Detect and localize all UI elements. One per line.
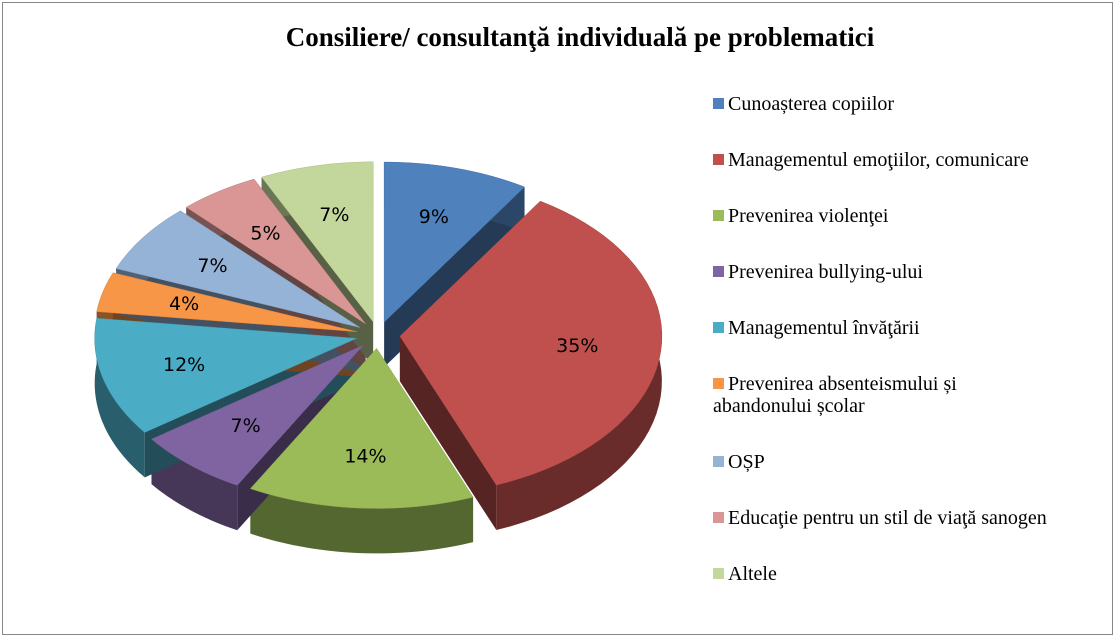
legend-swatch bbox=[713, 266, 724, 277]
legend-swatch bbox=[713, 512, 724, 523]
slice bbox=[399, 200, 663, 486]
legend-item: Educaţie pentru un stil de viaţă sanogen bbox=[713, 507, 1058, 529]
data-label: 7% bbox=[319, 204, 349, 226]
legend-item: Managementul emoţiilor, comunicare bbox=[713, 149, 1058, 171]
legend-swatch bbox=[713, 322, 724, 333]
legend-label: Educaţie pentru un stil de viaţă sanogen bbox=[728, 507, 1047, 529]
data-label: 35% bbox=[556, 335, 598, 357]
slice bbox=[249, 347, 474, 509]
legend-label: Managementul emoţiilor, comunicare bbox=[728, 149, 1029, 171]
data-label: 14% bbox=[344, 445, 386, 467]
legend-swatch bbox=[713, 210, 724, 221]
legend-item: Prevenirea absenteismului și abandonului… bbox=[713, 373, 1058, 417]
data-labels: 9% 35% 14% 7% 12% 4% 7% 5% 7% bbox=[163, 204, 598, 467]
legend-item: Prevenirea bullying-ului bbox=[713, 261, 1058, 283]
legend-label: OȘP bbox=[728, 451, 765, 473]
legend-swatch bbox=[713, 378, 724, 389]
data-label: 5% bbox=[250, 222, 280, 244]
legend-label: Altele bbox=[728, 563, 777, 585]
slice-wall bbox=[399, 336, 497, 531]
slice bbox=[115, 210, 360, 328]
slice bbox=[151, 344, 364, 486]
legend-swatch bbox=[713, 568, 724, 579]
slice bbox=[96, 272, 357, 332]
legend-label: Managementul învăţării bbox=[728, 317, 920, 339]
slice bbox=[261, 161, 374, 323]
slice bbox=[383, 161, 525, 323]
data-label: 7% bbox=[197, 255, 227, 277]
slice-side bbox=[250, 488, 474, 554]
slice bbox=[185, 178, 366, 325]
legend-item: Altele bbox=[713, 563, 1058, 585]
legend-item: Prevenirea violenţei bbox=[713, 205, 1058, 227]
legend: Cunoașterea copiilor Managementul emoţiil… bbox=[713, 93, 1058, 619]
slice-side bbox=[94, 318, 145, 478]
legend-swatch bbox=[713, 154, 724, 165]
legend-item: Managementul învăţării bbox=[713, 317, 1058, 339]
legend-label: Prevenirea violenţei bbox=[728, 205, 889, 227]
legend-label: Prevenirea bullying-ului bbox=[728, 261, 923, 283]
legend-label: Cunoașterea copiilor bbox=[728, 93, 895, 115]
legend-item: OȘP bbox=[713, 451, 1058, 473]
data-label: 4% bbox=[169, 293, 199, 315]
legend-swatch bbox=[713, 98, 724, 109]
chart-title: Consiliere/ consultanţă individuală pe p… bbox=[286, 22, 875, 52]
data-label: 7% bbox=[231, 415, 261, 437]
data-label: 9% bbox=[419, 206, 449, 228]
data-label: 12% bbox=[163, 354, 205, 376]
pie-tops bbox=[94, 161, 663, 509]
slice bbox=[94, 318, 357, 433]
legend-swatch bbox=[713, 456, 724, 467]
legend-item: Cunoașterea copiilor bbox=[713, 93, 1058, 115]
legend-label: Prevenirea absenteismului și abandonului… bbox=[713, 373, 957, 417]
